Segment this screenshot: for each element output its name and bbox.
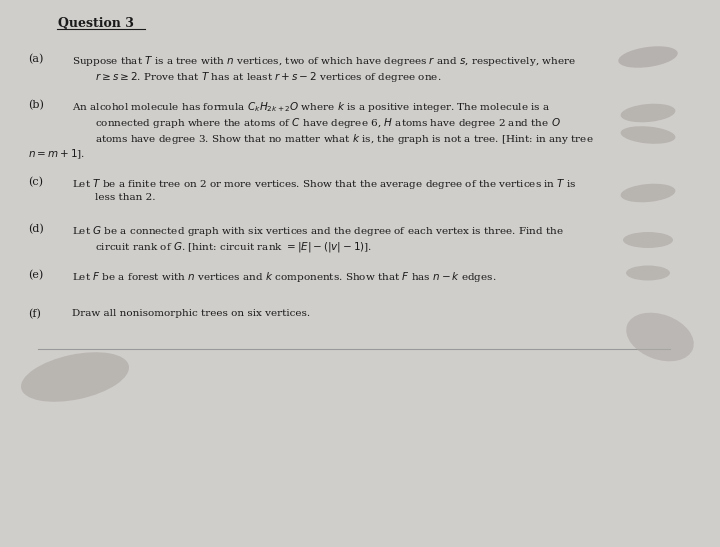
Text: (d): (d) (28, 224, 44, 234)
Text: (a): (a) (28, 54, 43, 65)
Text: An alcohol molecule has formula $C_kH_{2k+2}O$ where $k$ is a positive integer. : An alcohol molecule has formula $C_kH_{2… (72, 100, 550, 114)
Text: Let $G$ be a connected graph with six vertices and the degree of each vertex is : Let $G$ be a connected graph with six ve… (72, 224, 564, 238)
Text: Let $F$ be a forest with $n$ vertices and $k$ components. Show that $F$ has $n -: Let $F$ be a forest with $n$ vertices an… (72, 270, 496, 284)
Ellipse shape (626, 313, 694, 362)
Text: (c): (c) (28, 177, 43, 187)
Text: $n = m + 1$].: $n = m + 1$]. (28, 148, 85, 161)
Text: Suppose that $T$ is a tree with $n$ vertices, two of which have degrees $r$ and : Suppose that $T$ is a tree with $n$ vert… (72, 54, 576, 68)
Ellipse shape (621, 184, 675, 202)
Text: Question 3: Question 3 (58, 17, 134, 30)
Ellipse shape (626, 265, 670, 281)
Ellipse shape (21, 352, 129, 402)
Text: (e): (e) (28, 270, 43, 280)
Text: Draw all nonisomorphic trees on six vertices.: Draw all nonisomorphic trees on six vert… (72, 309, 310, 318)
Text: atoms have degree 3. Show that no matter what $k$ is, the graph is not a tree. [: atoms have degree 3. Show that no matter… (95, 132, 593, 146)
Ellipse shape (623, 232, 673, 248)
Text: $r \geq s \geq 2$. Prove that $T$ has at least $r + s - 2$ vertices of degree on: $r \geq s \geq 2$. Prove that $T$ has at… (95, 70, 441, 84)
Text: less than 2.: less than 2. (95, 193, 156, 202)
Text: connected graph where the atoms of $C$ have degree 6, $H$ atoms have degree 2 an: connected graph where the atoms of $C$ h… (95, 116, 561, 130)
Ellipse shape (618, 46, 678, 68)
Text: Let $T$ be a finite tree on 2 or more vertices. Show that the average degree of : Let $T$ be a finite tree on 2 or more ve… (72, 177, 577, 191)
Text: (b): (b) (28, 100, 44, 110)
Ellipse shape (621, 126, 675, 144)
Text: (f): (f) (28, 309, 41, 319)
Ellipse shape (621, 104, 675, 123)
Text: circuit rank of $G$. [hint: circuit rank $= |E| - (|v| - 1)$].: circuit rank of $G$. [hint: circuit rank… (95, 240, 372, 254)
